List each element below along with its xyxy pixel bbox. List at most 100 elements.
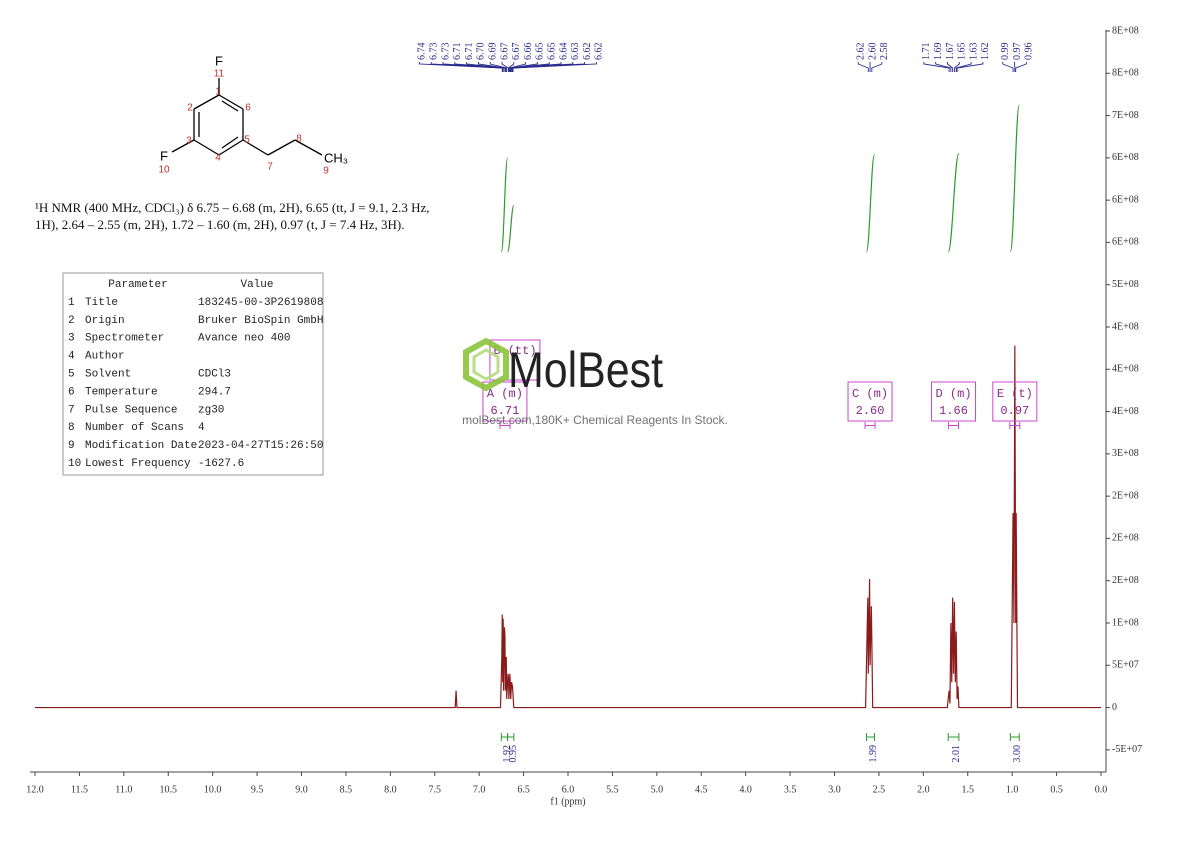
spectrum <box>35 345 1101 709</box>
y-tick-label: 6E+08 <box>1112 237 1139 248</box>
peak-label: 1.69 <box>933 43 944 61</box>
multiplet-range <box>1009 422 1021 429</box>
y-tick-label: 6E+08 <box>1112 194 1139 205</box>
table-cell: -1627.6 <box>198 458 244 470</box>
x-tick-label: 6.5 <box>517 784 530 795</box>
peak-label: 1.67 <box>945 43 956 61</box>
atom-number: 1 <box>215 87 221 98</box>
nmr-description: ¹H NMR (400 MHz, CDCl₃) δ 6.75 – 6.68 (m… <box>35 200 430 215</box>
multiplet-shift: 1.66 <box>939 404 968 418</box>
peak-leader <box>442 62 504 72</box>
peak-leader <box>857 62 869 72</box>
y-tick-label: 8E+08 <box>1112 68 1139 79</box>
y-tick-label: 0 <box>1112 702 1117 713</box>
table-cell: 3 <box>68 333 75 345</box>
x-tick-label: 11.5 <box>71 784 88 795</box>
table-header: Value <box>240 279 273 291</box>
table-cell: 294.7 <box>198 386 231 398</box>
table-cell: zg30 <box>198 404 224 416</box>
x-tick-label: 10.0 <box>204 784 222 795</box>
peak-label: 0.99 <box>1000 43 1011 61</box>
y-tick-label: 2E+08 <box>1112 533 1139 544</box>
peak-leader <box>466 62 506 72</box>
table-header: Parameter <box>108 279 167 291</box>
table-cell: 4 <box>198 422 205 434</box>
peak-label: 6.62 <box>582 43 593 61</box>
multiplet-label: E (t) <box>997 387 1033 401</box>
y-tick-label: 5E+07 <box>1112 660 1139 671</box>
integral-bracket <box>1009 733 1020 741</box>
multiplet-label: A (m) <box>487 387 523 401</box>
x-tick-label: 10.5 <box>160 784 178 795</box>
peak-leader <box>871 62 883 72</box>
integral-bracket <box>947 733 960 741</box>
peak-label: 6.64 <box>558 43 569 61</box>
peak-leader <box>508 62 527 72</box>
peak-leader <box>1015 62 1027 72</box>
peak-leader <box>935 62 952 72</box>
table-cell: 1 <box>68 297 75 309</box>
x-tick-label: 7.0 <box>473 784 486 795</box>
y-tick-label: 4E+08 <box>1112 364 1139 375</box>
peak-label: 1.65 <box>957 43 968 61</box>
peak-label: 6.67 <box>499 42 510 60</box>
x-tick-label: 6.0 <box>562 784 575 795</box>
table-cell: Origin <box>85 315 125 327</box>
table-cell: 2023-04-27T15:26:50 <box>198 440 323 452</box>
peak-label: 6.71 <box>452 43 463 61</box>
multiplet-box <box>489 339 541 381</box>
x-tick-label: 0.5 <box>1050 784 1063 795</box>
x-tick-label: 0.0 <box>1095 784 1108 795</box>
y-tick-label: 4E+08 <box>1112 406 1139 417</box>
multiplet-shift: 2.60 <box>856 404 885 418</box>
peak-label: 2.58 <box>879 43 890 61</box>
table-cell: 2 <box>68 315 75 327</box>
atom-number: 7 <box>267 162 273 173</box>
peak-leader <box>1002 62 1014 72</box>
peak-label: 1.62 <box>980 43 991 61</box>
integral-label: 0.95 <box>508 745 519 763</box>
peak-leader <box>953 62 960 72</box>
y-tick-label: 4E+08 <box>1112 321 1139 332</box>
x-tick-label: 1.5 <box>962 784 975 795</box>
multiplet-box <box>931 381 977 422</box>
integral-bracket <box>507 733 515 741</box>
multiplet-box <box>992 381 1038 422</box>
y-tick-label: 8E+08 <box>1112 25 1139 36</box>
x-axis-label: f1 (ppm) <box>550 796 585 807</box>
x-tick-label: 9.5 <box>251 784 264 795</box>
integral-curve <box>865 153 876 253</box>
multiplet-box <box>847 381 893 422</box>
multiplet-label: C (m) <box>852 387 888 401</box>
peak-label: 6.62 <box>594 43 605 61</box>
integral-label: 3.00 <box>1012 745 1023 763</box>
peak-label: 6.71 <box>464 43 475 61</box>
nmr-description: 1H), 2.64 – 2.55 (m, 2H), 1.72 – 1.60 (m… <box>35 217 405 232</box>
atom-label: F <box>160 148 168 163</box>
table-cell: 183245-00-3P2619808 <box>198 297 323 309</box>
multiplet-range <box>864 422 876 429</box>
table-cell: Author <box>85 351 125 363</box>
y-tick-label: 3E+08 <box>1112 448 1139 459</box>
table-cell: Bruker BioSpin GmbH <box>198 315 323 327</box>
peak-label: 0.96 <box>1024 43 1035 61</box>
x-tick-label: 4.0 <box>739 784 752 795</box>
watermark-tagline: molBest.com,180K+ Chemical Reagents In S… <box>462 413 728 427</box>
atom-number: 8 <box>296 134 302 145</box>
table-cell: Pulse Sequence <box>85 404 177 416</box>
multiplet-box <box>482 381 528 422</box>
table-cell: CDCl3 <box>198 369 231 381</box>
peak-leader <box>947 62 954 72</box>
watermark: MolBest molBest.com,180K+ Chemical Reage… <box>462 337 728 427</box>
integral-label: 1.99 <box>868 745 879 763</box>
y-tick-label: 2E+08 <box>1112 490 1139 501</box>
watermark-logo <box>472 348 500 381</box>
x-tick-label: 12.0 <box>26 784 44 795</box>
table-cell: 4 <box>68 351 75 363</box>
x-tick-label: 8.5 <box>340 784 353 795</box>
peak-label: 6.73 <box>429 43 440 61</box>
y-tick-label: 2E+08 <box>1112 575 1139 586</box>
table-cell: Avance neo 400 <box>198 333 290 345</box>
table-cell: Lowest Frequency <box>85 458 191 470</box>
atom-label: F <box>215 53 223 68</box>
